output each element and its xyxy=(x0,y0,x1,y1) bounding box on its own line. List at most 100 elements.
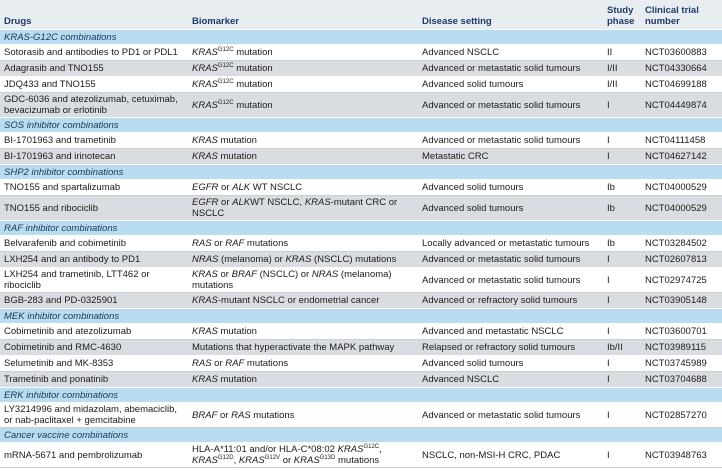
biomarker-gene: KRAS xyxy=(192,269,218,280)
biomarker-gene: EGFR xyxy=(192,182,219,193)
biomarker-gene: KRAS xyxy=(192,63,218,74)
data-row: Cobimetinib and RMC-4630 Mutations that h… xyxy=(0,339,722,356)
biomarker-text: or xyxy=(211,358,226,369)
phase-cell: I xyxy=(603,267,641,293)
phase-cell: I/II xyxy=(603,60,641,77)
trial-cell: NCT04000529 xyxy=(641,195,722,221)
trial-cell: NCT03284502 xyxy=(641,235,722,252)
section-title: KRAS-G12C combinations xyxy=(0,29,722,45)
biomarker-text: HLA-A*11:01 and/or HLA-C*08:02 xyxy=(192,444,338,455)
biomarker-gene: BRAF xyxy=(231,269,257,280)
trial-cell: NCT04330664 xyxy=(641,60,722,77)
biomarker-superscript: G12C xyxy=(217,79,234,85)
biomarker-cell: KRAS mutation xyxy=(188,323,418,340)
biomarker-text: (melanoma) or xyxy=(218,254,286,265)
biomarker-text: WT NSCLC, xyxy=(250,197,305,208)
drugs-cell: BGB-283 and PD-0325901 xyxy=(0,292,188,309)
biomarker-text: mutations xyxy=(244,358,289,369)
drugs-cell: Cobimetinib and atezolizumab xyxy=(0,323,188,340)
biomarker-cell: RAS or RAF mutations xyxy=(188,235,418,252)
data-row: Trametinib and ponatinib KRAS mutation Adv… xyxy=(0,371,722,388)
phase-cell: I xyxy=(603,292,641,309)
section-title: ERK inhibitor combinations xyxy=(0,387,722,403)
drugs-cell: LXH254 and an antibody to PD1 xyxy=(0,251,188,268)
header-row: Drugs Biomarker Disease setting Study phase… xyxy=(0,0,722,30)
phase-cell: Ib xyxy=(603,195,641,221)
section-title: RAF inhibitor combinations xyxy=(0,220,722,236)
biomarker-text: mutation xyxy=(233,79,273,90)
phase-cell: I xyxy=(603,371,641,388)
biomarker-gene: KRAS xyxy=(192,295,218,306)
biomarker-text: mutation xyxy=(217,374,257,385)
biomarker-cell: KRASG12C mutation xyxy=(188,76,418,93)
disease-cell: Advanced solid tumours xyxy=(418,76,603,93)
section-row: KRAS-G12C combinations xyxy=(0,29,722,45)
biomarker-superscript: G12V xyxy=(264,455,281,461)
trial-cell: NCT03905148 xyxy=(641,292,722,309)
drugs-cell: Belvarafenib and cobimetinib xyxy=(0,235,188,252)
biomarker-text: mutations xyxy=(250,409,295,421)
phase-cell: I/II xyxy=(603,76,641,93)
section-row: ERK inhibitor combinations xyxy=(0,387,722,403)
data-row: LXH254 and an antibody to PD1 NRAS (melan… xyxy=(0,251,722,268)
disease-cell: Advanced solid tumours xyxy=(418,179,603,196)
biomarker-cell: KRAS mutation xyxy=(188,371,418,388)
biomarker-gene: KRAS xyxy=(192,151,218,162)
data-row: TNO155 and spartalizumab EGFR or ALK WT N… xyxy=(0,179,722,196)
biomarker-cell: Mutations that hyperactivate the MAPK pa… xyxy=(188,339,418,356)
section-row: SOS inhibitor combinations xyxy=(0,117,722,133)
biomarker-text: WT NSCLC xyxy=(250,182,303,193)
phase-cell: I xyxy=(603,323,641,340)
disease-cell: Advanced or refractory solid tumours xyxy=(418,292,603,309)
drugs-cell: TNO155 and spartalizumab xyxy=(0,179,188,196)
disease-cell: Advanced NSCLC xyxy=(418,371,603,388)
biomarker-cell: KRAS-mutant NSCLC or endometrial cancer xyxy=(188,292,418,309)
header-cell: Study phase xyxy=(603,0,641,30)
biomarker-text: mutation xyxy=(233,63,273,74)
biomarker-gene: KRAS xyxy=(238,455,265,466)
biomarker-text: , xyxy=(379,444,382,455)
biomarker-gene: KRAS xyxy=(192,326,218,337)
disease-cell: Advanced or metastatic solid tumours xyxy=(418,92,603,118)
phase-cell: Ib xyxy=(603,179,641,196)
biomarker-text: or xyxy=(280,455,294,466)
data-row: Belvarafenib and cobimetinib RAS or RAF m… xyxy=(0,235,722,252)
biomarker-gene: RAS xyxy=(192,358,212,369)
biomarker-text: Mutations that hyperactivate the MAPK pa… xyxy=(192,342,395,353)
biomarker-text: or xyxy=(217,409,232,421)
trial-cell: NCT03948763 xyxy=(641,442,722,468)
biomarker-gene: ALK xyxy=(232,182,251,193)
biomarker-gene: KRAS xyxy=(192,135,218,146)
biomarker-text: mutation xyxy=(217,135,257,146)
biomarker-text: , xyxy=(233,455,239,466)
disease-cell: Advanced or metastatic solid tumours xyxy=(418,267,603,293)
trial-cell: NCT03600883 xyxy=(641,44,722,61)
trial-cell: NCT04111458 xyxy=(641,132,722,149)
disease-cell: Advanced or metastatic solid tumours xyxy=(418,251,603,268)
biomarker-gene: ALK xyxy=(232,197,251,208)
data-row: Sotorasib and antibodies to PD1 or PDL1 K… xyxy=(0,44,722,61)
section-row: SHP2 inhibitor combinations xyxy=(0,164,722,180)
data-row: Cobimetinib and atezolizumab KRAS mutatio… xyxy=(0,323,722,340)
biomarker-text: or xyxy=(218,197,233,208)
phase-cell: I xyxy=(603,442,641,468)
biomarker-text: -mutant CRC or NSCLC xyxy=(192,197,398,219)
biomarker-gene: KRAS xyxy=(192,374,218,385)
trial-cell: NCT03704688 xyxy=(641,371,722,388)
phase-cell: I xyxy=(603,132,641,149)
phase-cell: I xyxy=(603,148,641,165)
disease-cell: NSCLC, non-MSI-H CRC, PDAC xyxy=(418,442,603,468)
section-row: MEK inhibitor combinations xyxy=(0,308,722,324)
biomarker-gene: KRAS xyxy=(285,254,312,265)
biomarker-gene: KRAS xyxy=(293,455,320,466)
disease-cell: Advanced solid tumours xyxy=(418,355,603,372)
disease-cell: Locally advanced or metastatic tumours xyxy=(418,235,603,252)
biomarker-superscript: G12C xyxy=(363,444,380,450)
biomarker-cell: HLA-A*11:01 and/or HLA-C*08:02 KRAS G12C,… xyxy=(188,442,418,468)
drugs-cell: TNO155 and ribociclib xyxy=(0,195,188,221)
disease-cell: Advanced NSCLC xyxy=(418,44,603,61)
data-row: mRNA-5671 and pembrolizumab HLA-A*11:01 a… xyxy=(0,442,722,468)
biomarker-gene: NRAS xyxy=(192,254,219,265)
drugs-cell: JDQ433 and TNO155 xyxy=(0,76,188,93)
